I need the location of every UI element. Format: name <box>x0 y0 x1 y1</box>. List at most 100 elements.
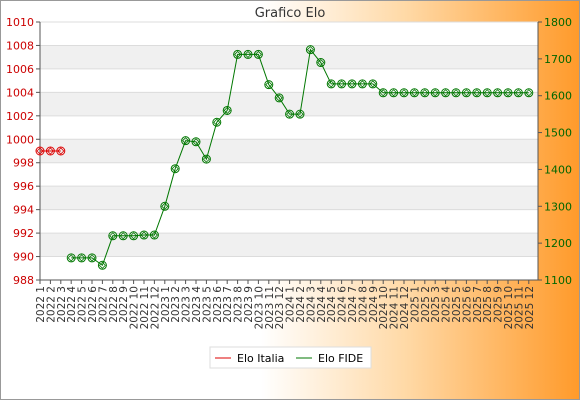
data-point-marker-elo-fide <box>296 110 304 118</box>
data-point-elo-fide <box>191 137 201 147</box>
x-tick-label: 2025 9 <box>493 286 505 323</box>
data-point-elo-fide <box>441 88 451 98</box>
data-point-marker-elo-fide <box>369 80 377 88</box>
x-tick-label: 2022 1 <box>35 286 47 323</box>
data-point-marker-elo-fide <box>150 231 158 239</box>
data-point-elo-fide <box>399 88 409 98</box>
data-point-marker-elo-fide <box>494 89 502 97</box>
x-tick-label: 2024 11 <box>389 286 401 329</box>
data-point-marker-elo-fide <box>130 232 138 240</box>
data-point-elo-italia <box>35 146 45 156</box>
data-point-elo-fide <box>482 88 492 98</box>
data-point-elo-fide <box>139 230 149 240</box>
data-point-elo-fide <box>160 201 170 211</box>
x-tick-label: 2023 9 <box>243 286 255 323</box>
left-tick-label: 998 <box>13 157 34 170</box>
data-point-marker-elo-fide <box>286 110 294 118</box>
data-point-marker-elo-fide <box>317 58 325 67</box>
data-point-marker-elo-fide <box>327 80 335 88</box>
data-point-marker-elo-fide <box>390 89 398 97</box>
data-point-elo-fide <box>87 253 97 263</box>
data-point-marker-elo-italia <box>36 147 44 155</box>
data-point-elo-fide <box>295 109 305 119</box>
data-point-elo-fide <box>378 88 388 98</box>
plot-band <box>40 68 538 93</box>
data-point-marker-elo-fide <box>421 89 429 97</box>
data-point-elo-fide <box>264 80 274 90</box>
data-point-marker-elo-fide <box>161 202 169 210</box>
data-point-marker-elo-fide <box>358 80 366 88</box>
data-point-marker-elo-fide <box>213 118 221 126</box>
data-point-marker-elo-fide <box>504 89 512 97</box>
x-tick-label: 2022 2 <box>45 286 57 323</box>
plot-band <box>40 186 538 210</box>
plot-band <box>40 256 538 280</box>
data-point-marker-elo-fide <box>67 254 75 262</box>
data-point-elo-fide <box>430 88 440 98</box>
x-tick-label: 2024 2 <box>295 286 307 323</box>
data-point-elo-fide <box>253 49 263 59</box>
x-tick-label: 2024 5 <box>326 286 338 323</box>
left-tick-label: 1010 <box>6 16 34 29</box>
data-point-elo-fide <box>201 154 211 164</box>
data-point-marker-elo-fide <box>109 232 117 240</box>
data-point-elo-fide <box>368 79 378 89</box>
x-tick-label: 2025 12 <box>524 286 536 329</box>
data-point-marker-elo-fide <box>244 50 252 58</box>
data-point-marker-elo-fide <box>223 106 231 115</box>
data-point-marker-elo-fide <box>171 165 179 173</box>
data-point-marker-elo-italia <box>57 147 65 155</box>
data-point-marker-elo-fide <box>275 94 283 102</box>
data-point-marker-elo-italia <box>46 147 54 155</box>
x-tick-label: 2023 11 <box>264 286 276 329</box>
data-point-marker-elo-fide <box>182 137 190 145</box>
data-point-elo-fide <box>493 88 503 98</box>
data-point-marker-elo-fide <box>192 138 200 146</box>
data-point-marker-elo-fide <box>254 50 262 58</box>
data-point-marker-elo-fide <box>525 89 533 97</box>
data-point-elo-fide <box>181 136 191 146</box>
x-tick-label: 2022 8 <box>108 286 120 323</box>
plot-band <box>40 209 538 234</box>
x-tick-label: 2023 6 <box>212 286 224 323</box>
data-point-marker-elo-fide <box>140 231 148 239</box>
data-point-elo-fide <box>513 88 523 98</box>
x-tick-label: 2025 3 <box>430 286 442 323</box>
x-tick-label: 2022 9 <box>118 286 130 323</box>
x-tick-label: 2023 1 <box>160 286 172 323</box>
data-point-elo-fide <box>420 88 430 98</box>
data-point-marker-elo-fide <box>78 254 86 262</box>
x-tick-label: 2024 9 <box>368 286 380 323</box>
data-point-marker-elo-fide <box>442 89 450 97</box>
data-point-marker-elo-fide <box>306 46 314 54</box>
left-tick-label: 1002 <box>6 110 34 123</box>
x-tick-label: 2023 5 <box>201 286 213 323</box>
right-tick-label: 1100 <box>544 274 572 287</box>
x-tick-label: 2023 8 <box>233 286 245 323</box>
x-tick-label: 2023 3 <box>181 286 193 323</box>
data-point-marker-elo-fide <box>410 89 418 97</box>
right-tick-label: 1300 <box>544 200 572 213</box>
data-point-elo-fide <box>347 79 357 89</box>
x-tick-label: 2025 11 <box>513 286 525 329</box>
left-tick-label: 988 <box>13 274 34 287</box>
data-point-elo-fide <box>97 260 107 270</box>
data-point-elo-italia <box>45 146 55 156</box>
data-point-marker-elo-fide <box>514 89 522 97</box>
x-tick-label: 2023 12 <box>274 286 286 329</box>
plot-band <box>40 139 538 163</box>
data-point-elo-fide <box>472 88 482 98</box>
x-tick-label: 2025 8 <box>482 286 494 323</box>
x-tick-label: 2022 4 <box>66 286 78 323</box>
right-tick-label: 1800 <box>544 16 572 29</box>
data-point-marker-elo-fide <box>98 261 106 269</box>
data-point-marker-elo-fide <box>473 89 481 97</box>
left-tick-label: 994 <box>13 204 34 217</box>
data-point-elo-fide <box>503 88 513 98</box>
data-point-elo-fide <box>118 231 128 241</box>
data-point-elo-fide <box>357 79 367 89</box>
left-tick-label: 1006 <box>6 63 34 76</box>
data-point-elo-fide <box>66 253 76 263</box>
